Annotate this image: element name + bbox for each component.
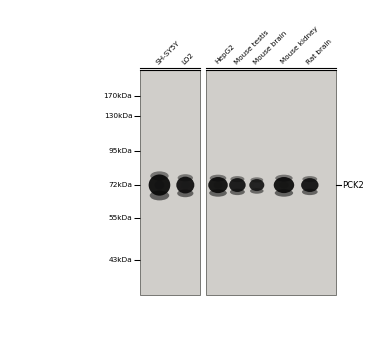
Ellipse shape xyxy=(230,176,244,182)
Bar xyxy=(140,70,200,295)
Ellipse shape xyxy=(274,177,294,193)
Ellipse shape xyxy=(234,182,241,188)
Ellipse shape xyxy=(150,172,169,181)
Ellipse shape xyxy=(275,189,293,197)
Ellipse shape xyxy=(306,182,314,188)
Ellipse shape xyxy=(209,189,227,197)
Ellipse shape xyxy=(176,177,194,194)
Ellipse shape xyxy=(249,179,264,191)
Text: 43kDa: 43kDa xyxy=(109,258,132,264)
Ellipse shape xyxy=(178,174,193,181)
Ellipse shape xyxy=(214,182,222,189)
Ellipse shape xyxy=(229,178,246,192)
Ellipse shape xyxy=(302,189,318,195)
Ellipse shape xyxy=(210,175,226,182)
Text: Mouse kidney: Mouse kidney xyxy=(280,26,319,65)
Text: HepG2: HepG2 xyxy=(214,44,236,65)
Ellipse shape xyxy=(253,182,260,188)
Ellipse shape xyxy=(208,177,228,193)
Ellipse shape xyxy=(149,174,170,196)
Text: Mouse brain: Mouse brain xyxy=(253,30,288,65)
Ellipse shape xyxy=(150,191,169,201)
Text: Mouse testis: Mouse testis xyxy=(233,29,270,65)
Ellipse shape xyxy=(250,177,263,182)
Ellipse shape xyxy=(302,176,317,182)
Ellipse shape xyxy=(177,189,194,197)
Ellipse shape xyxy=(181,181,189,189)
Ellipse shape xyxy=(275,175,293,182)
Text: PCK2: PCK2 xyxy=(342,181,364,190)
Ellipse shape xyxy=(154,181,165,190)
Ellipse shape xyxy=(250,188,263,194)
Bar xyxy=(206,70,336,295)
Text: LO2: LO2 xyxy=(181,51,195,65)
Ellipse shape xyxy=(279,182,289,189)
Ellipse shape xyxy=(301,178,319,192)
Text: 130kDa: 130kDa xyxy=(104,113,132,119)
Text: 55kDa: 55kDa xyxy=(109,215,132,221)
Text: Rat brain: Rat brain xyxy=(306,38,333,65)
Text: 95kDa: 95kDa xyxy=(109,148,132,154)
Text: 72kDa: 72kDa xyxy=(108,182,132,188)
Text: SH-SY5Y: SH-SY5Y xyxy=(155,40,181,65)
Ellipse shape xyxy=(230,189,245,195)
Text: 170kDa: 170kDa xyxy=(104,93,132,99)
